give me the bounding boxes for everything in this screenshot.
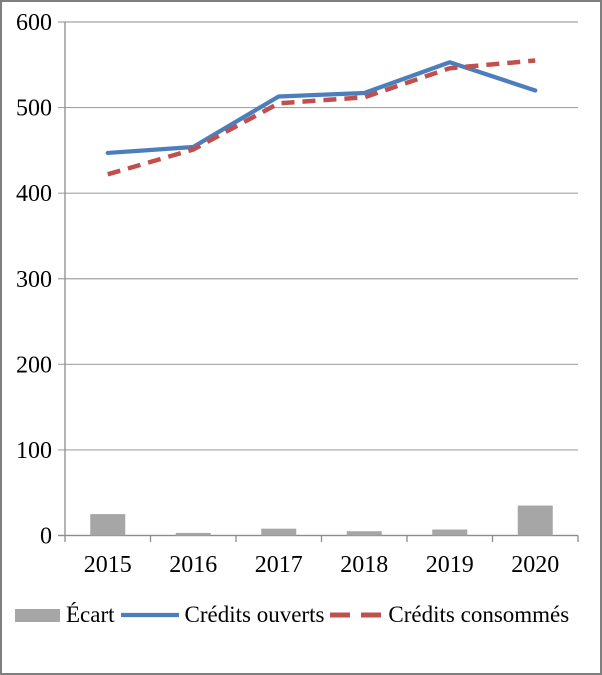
bar-2019 xyxy=(432,529,468,536)
bar-2016 xyxy=(175,532,211,536)
y-tick-label: 400 xyxy=(16,181,52,207)
legend-swatch-dashed-line-icon xyxy=(330,611,383,619)
legend-label-ecart: Écart xyxy=(66,601,115,627)
bar-2020 xyxy=(517,505,553,536)
x-tick-label: 2015 xyxy=(84,552,132,578)
line-series-cr-dits-consomm-s xyxy=(107,58,536,177)
x-tick-label: 2018 xyxy=(340,552,388,578)
legend-swatch-solid-line-icon xyxy=(120,611,179,619)
chart-legend: Écart Crédits ouverts Crédits consommés xyxy=(15,600,569,630)
y-tick-label: 0 xyxy=(40,524,52,550)
legend-label-credits-consommes: Crédits consommés xyxy=(388,601,570,627)
legend-label-credits-ouverts: Crédits ouverts xyxy=(184,601,325,627)
bar-2017 xyxy=(261,528,297,536)
y-tick-label: 500 xyxy=(16,96,52,122)
legend-bar-swatch xyxy=(15,608,60,622)
x-tick-label: 2020 xyxy=(511,552,559,578)
line-series-cr-dits-ouverts xyxy=(105,60,538,156)
y-tick-label: 100 xyxy=(16,438,52,464)
x-tick-label: 2017 xyxy=(255,552,303,578)
y-tick-label: 300 xyxy=(16,267,52,293)
bar-2015 xyxy=(90,514,126,536)
legend-swatch-bar-icon xyxy=(15,608,60,622)
x-tick-label: 2019 xyxy=(426,552,474,578)
y-tick-label: 600 xyxy=(16,10,52,36)
bar-2018 xyxy=(346,531,382,536)
y-tick-label: 200 xyxy=(16,352,52,378)
x-tick-label: 2016 xyxy=(169,552,217,578)
